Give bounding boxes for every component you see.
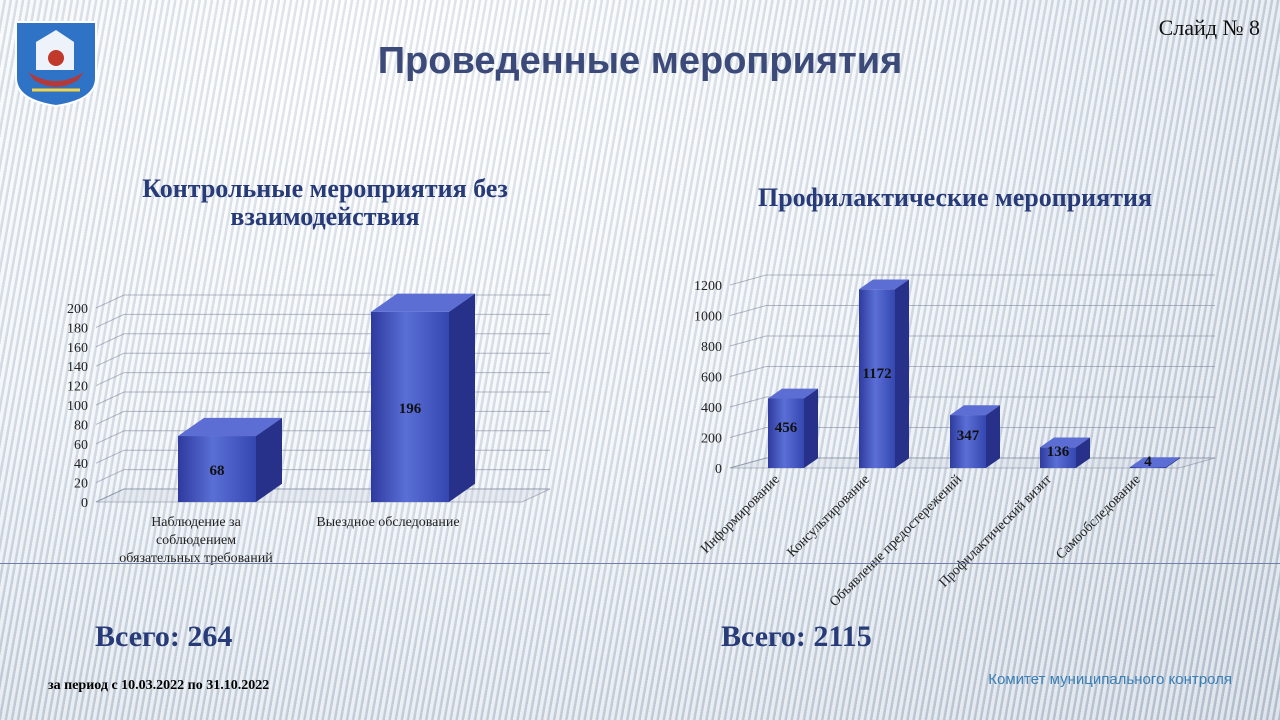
y-tick-label: 100 bbox=[67, 399, 88, 414]
y-tick-label: 800 bbox=[701, 340, 722, 355]
coat-of-arms-logo bbox=[15, 21, 97, 108]
bar-top bbox=[950, 405, 1000, 416]
gridline bbox=[729, 335, 1215, 347]
bar-front bbox=[1040, 447, 1076, 468]
category-label: Консультирование bbox=[785, 472, 873, 560]
y-tick-label: 1000 bbox=[694, 310, 722, 325]
y-tick-label: 60 bbox=[74, 438, 88, 453]
total-prevention: Всего: 2115 bbox=[721, 620, 872, 653]
y-tick-label: 180 bbox=[67, 321, 88, 336]
bar-side bbox=[256, 417, 282, 502]
gridline bbox=[729, 366, 1215, 377]
y-tick-label: 120 bbox=[67, 380, 88, 395]
data-label: 196 bbox=[399, 401, 422, 417]
y-tick-label: 20 bbox=[74, 477, 88, 492]
bar-top bbox=[371, 293, 475, 312]
y-tick-label: 40 bbox=[74, 457, 88, 472]
chart-title-prevention: Профилактические мероприятия bbox=[757, 183, 1153, 212]
y-tick-label: 600 bbox=[701, 371, 722, 386]
category-label: обязательных требований bbox=[119, 551, 273, 566]
gridline bbox=[729, 427, 1215, 438]
bar-side bbox=[1166, 457, 1180, 468]
y-tick-label: 0 bbox=[715, 462, 722, 477]
y-tick-label: 80 bbox=[74, 418, 88, 433]
bar-side bbox=[986, 405, 1000, 468]
bar-side bbox=[1076, 437, 1090, 468]
bar-top bbox=[768, 388, 818, 399]
gridline bbox=[729, 396, 1215, 408]
data-label: 456 bbox=[775, 420, 798, 436]
bar-top bbox=[1040, 437, 1090, 448]
bar-top bbox=[178, 417, 282, 437]
bar-top bbox=[1130, 457, 1180, 467]
gridline bbox=[729, 274, 1215, 286]
data-label: 4 bbox=[1144, 454, 1152, 470]
chart-title-control: Контрольные мероприятия без взаимодейств… bbox=[142, 174, 508, 231]
data-label: 68 bbox=[210, 463, 225, 479]
category-label: соблюдением bbox=[156, 533, 236, 548]
bar-front bbox=[371, 311, 449, 502]
bar-side bbox=[804, 388, 818, 468]
data-label: 136 bbox=[1047, 444, 1070, 460]
bar-side bbox=[895, 279, 909, 468]
bar-front bbox=[950, 415, 986, 468]
y-tick-label: 0 bbox=[81, 496, 88, 511]
y-tick-label: 140 bbox=[67, 360, 88, 375]
data-label: 1172 bbox=[862, 366, 891, 382]
bar-front bbox=[178, 436, 256, 502]
y-tick-label: 1200 bbox=[694, 279, 722, 294]
bar-front bbox=[1130, 467, 1166, 468]
bar-side bbox=[449, 293, 475, 502]
y-tick-label: 200 bbox=[701, 432, 722, 447]
y-tick-label: 400 bbox=[701, 401, 722, 416]
data-label: 347 bbox=[957, 428, 980, 444]
bar-top bbox=[859, 279, 909, 290]
category-label: Выездное обследование bbox=[316, 515, 459, 530]
bar-front bbox=[768, 398, 804, 468]
category-label: Наблюдение за bbox=[151, 515, 241, 530]
slide-title: Проведенные мероприятия bbox=[377, 40, 903, 82]
y-tick-label: 160 bbox=[67, 341, 88, 356]
total-control: Всего: 264 bbox=[95, 620, 233, 653]
divider-line bbox=[0, 563, 1280, 564]
y-tick-label: 200 bbox=[67, 302, 88, 317]
category-label: Самообследование bbox=[1054, 472, 1144, 562]
bar-front bbox=[859, 289, 895, 468]
committee-name: Комитет муниципального контроля bbox=[988, 671, 1232, 688]
gridline bbox=[729, 305, 1215, 316]
period-note: за период с 10.03.2022 по 31.10.2022 bbox=[48, 678, 270, 693]
slide-number: Слайд № 8 bbox=[1158, 15, 1260, 40]
category-label: Информирование bbox=[698, 472, 783, 557]
